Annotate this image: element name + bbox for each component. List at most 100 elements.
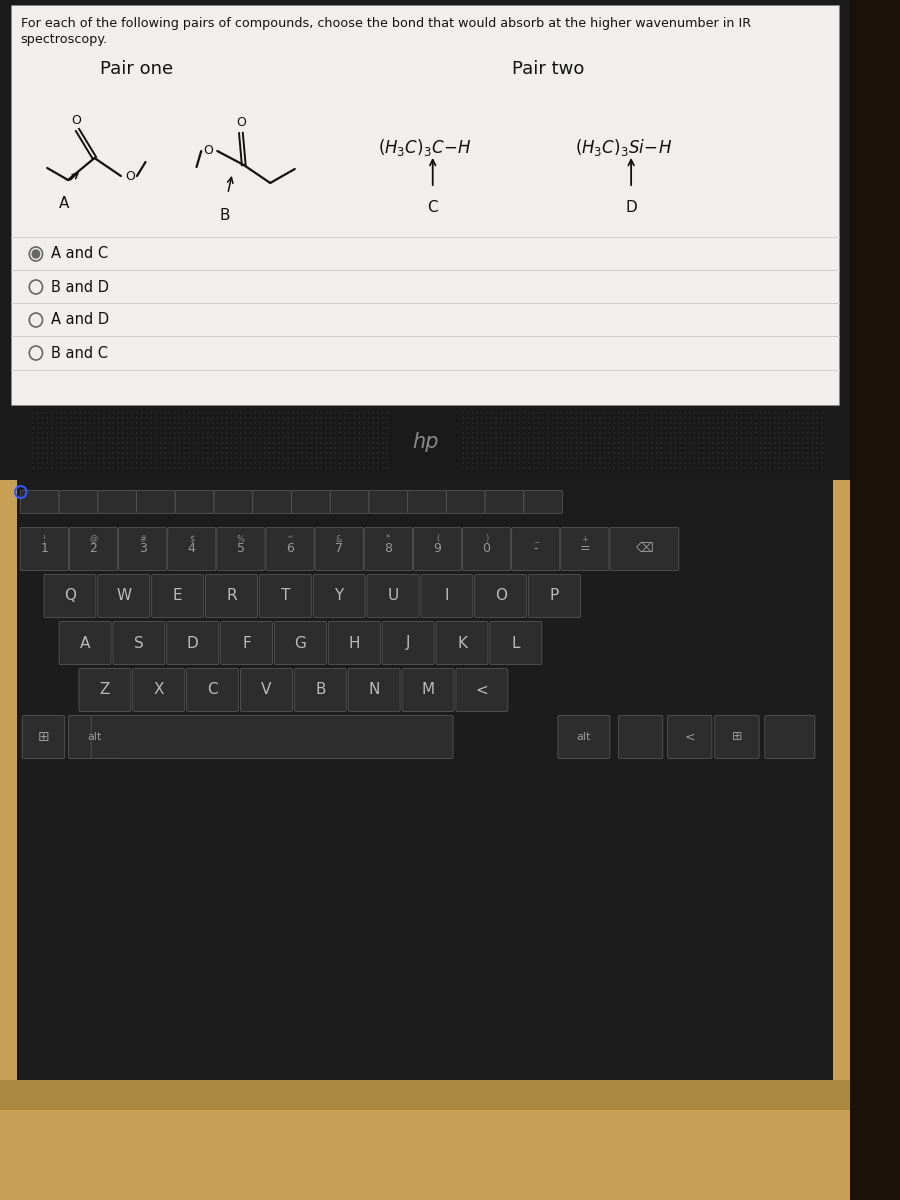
Circle shape (335, 457, 337, 458)
Circle shape (665, 452, 667, 454)
Circle shape (292, 452, 293, 454)
Circle shape (590, 442, 591, 444)
Circle shape (684, 427, 686, 428)
Circle shape (528, 467, 530, 469)
Circle shape (249, 442, 251, 444)
Circle shape (60, 442, 62, 444)
Circle shape (495, 432, 497, 434)
Circle shape (764, 452, 766, 454)
Circle shape (386, 418, 388, 419)
Circle shape (85, 432, 86, 434)
Text: O: O (202, 144, 212, 157)
Circle shape (302, 442, 303, 444)
Circle shape (509, 427, 511, 428)
Circle shape (302, 437, 303, 439)
Circle shape (698, 452, 700, 454)
Circle shape (797, 442, 799, 444)
Circle shape (348, 452, 350, 454)
Circle shape (193, 437, 194, 439)
Circle shape (755, 422, 757, 424)
Circle shape (193, 422, 194, 424)
Circle shape (122, 422, 123, 424)
Circle shape (348, 442, 350, 444)
Circle shape (774, 448, 776, 449)
Circle shape (462, 448, 464, 449)
Circle shape (193, 457, 194, 458)
Circle shape (141, 467, 142, 469)
Circle shape (566, 437, 568, 439)
Circle shape (604, 427, 606, 428)
Circle shape (627, 437, 629, 439)
Circle shape (236, 457, 237, 458)
Circle shape (240, 467, 242, 469)
Circle shape (656, 452, 658, 454)
Circle shape (141, 427, 142, 428)
Circle shape (320, 467, 322, 469)
Circle shape (184, 457, 185, 458)
Text: ⊞: ⊞ (732, 731, 742, 744)
Circle shape (329, 457, 331, 458)
Circle shape (131, 412, 133, 414)
Circle shape (188, 432, 190, 434)
Circle shape (212, 462, 213, 464)
Circle shape (642, 442, 643, 444)
Circle shape (472, 422, 473, 424)
Circle shape (514, 467, 516, 469)
Circle shape (783, 418, 785, 419)
Circle shape (590, 432, 591, 434)
Circle shape (310, 462, 312, 464)
Circle shape (221, 448, 223, 449)
Circle shape (736, 467, 738, 469)
Circle shape (476, 418, 478, 419)
Circle shape (207, 452, 209, 454)
Circle shape (518, 432, 520, 434)
Circle shape (713, 412, 715, 414)
Circle shape (608, 457, 610, 458)
Circle shape (604, 452, 606, 454)
Circle shape (637, 467, 639, 469)
Circle shape (552, 432, 554, 434)
Circle shape (344, 448, 346, 449)
Circle shape (632, 462, 634, 464)
Circle shape (112, 457, 114, 458)
Circle shape (665, 467, 667, 469)
Circle shape (788, 452, 790, 454)
Circle shape (240, 452, 242, 454)
Circle shape (131, 437, 133, 439)
Circle shape (732, 452, 733, 454)
Circle shape (79, 412, 81, 414)
Circle shape (212, 452, 213, 454)
Circle shape (306, 422, 308, 424)
FancyBboxPatch shape (214, 491, 253, 514)
Circle shape (732, 418, 733, 419)
Circle shape (202, 427, 204, 428)
Circle shape (623, 448, 625, 449)
Circle shape (751, 432, 752, 434)
Circle shape (627, 418, 629, 419)
Circle shape (736, 418, 738, 419)
Circle shape (684, 467, 686, 469)
Circle shape (665, 418, 667, 419)
Circle shape (254, 448, 256, 449)
Circle shape (642, 448, 643, 449)
Circle shape (788, 418, 790, 419)
Circle shape (613, 437, 615, 439)
Circle shape (736, 437, 738, 439)
Circle shape (367, 452, 369, 454)
Circle shape (732, 422, 733, 424)
Circle shape (580, 462, 582, 464)
Circle shape (495, 442, 497, 444)
Circle shape (556, 412, 558, 414)
Circle shape (283, 448, 284, 449)
Circle shape (627, 462, 629, 464)
Circle shape (160, 412, 161, 414)
Circle shape (760, 418, 761, 419)
Circle shape (179, 448, 180, 449)
Circle shape (221, 427, 223, 428)
Circle shape (537, 412, 539, 414)
Circle shape (297, 412, 299, 414)
Circle shape (292, 437, 293, 439)
Circle shape (807, 462, 809, 464)
Circle shape (651, 457, 652, 458)
Circle shape (221, 462, 223, 464)
